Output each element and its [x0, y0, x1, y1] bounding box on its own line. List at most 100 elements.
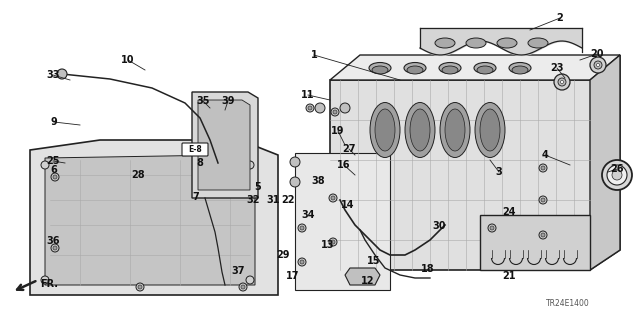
Text: 14: 14 — [341, 200, 355, 210]
Ellipse shape — [440, 102, 470, 158]
Text: 36: 36 — [46, 236, 60, 246]
Circle shape — [308, 106, 312, 110]
Circle shape — [596, 63, 600, 66]
Circle shape — [612, 170, 622, 180]
Text: 26: 26 — [611, 164, 624, 174]
Text: 22: 22 — [281, 195, 295, 205]
Text: 35: 35 — [196, 96, 210, 106]
Circle shape — [541, 233, 545, 237]
Ellipse shape — [435, 38, 455, 48]
Text: 17: 17 — [286, 271, 300, 281]
Text: 37: 37 — [231, 266, 244, 276]
Circle shape — [554, 74, 570, 90]
Circle shape — [539, 231, 547, 239]
Circle shape — [53, 246, 57, 250]
Ellipse shape — [375, 109, 395, 151]
Ellipse shape — [442, 66, 458, 74]
Text: 18: 18 — [421, 264, 435, 274]
Text: 30: 30 — [432, 221, 445, 231]
Circle shape — [246, 161, 254, 169]
Circle shape — [329, 238, 337, 246]
Circle shape — [306, 104, 314, 112]
Circle shape — [331, 108, 339, 116]
Text: 2: 2 — [557, 13, 563, 23]
Text: 23: 23 — [550, 63, 564, 73]
Circle shape — [239, 283, 247, 291]
Circle shape — [290, 177, 300, 187]
Ellipse shape — [372, 66, 388, 74]
Polygon shape — [45, 155, 255, 285]
Text: 4: 4 — [541, 150, 548, 160]
Ellipse shape — [369, 63, 391, 73]
Ellipse shape — [439, 63, 461, 73]
Ellipse shape — [404, 63, 426, 73]
Circle shape — [241, 285, 245, 289]
Ellipse shape — [497, 38, 517, 48]
Ellipse shape — [528, 38, 548, 48]
Text: 34: 34 — [301, 210, 315, 220]
Polygon shape — [345, 268, 380, 285]
Text: 27: 27 — [342, 144, 356, 154]
Ellipse shape — [480, 109, 500, 151]
Text: TR24E1400: TR24E1400 — [547, 299, 590, 308]
Ellipse shape — [477, 66, 493, 74]
Circle shape — [539, 164, 547, 172]
Text: 38: 38 — [311, 176, 325, 186]
Polygon shape — [192, 92, 258, 198]
Text: 6: 6 — [51, 165, 58, 175]
Circle shape — [602, 160, 632, 190]
Circle shape — [607, 165, 627, 185]
Polygon shape — [30, 140, 278, 295]
Text: 20: 20 — [590, 49, 604, 59]
Text: 39: 39 — [221, 96, 235, 106]
Circle shape — [490, 226, 494, 230]
Circle shape — [300, 260, 304, 264]
Circle shape — [53, 175, 57, 179]
Circle shape — [329, 194, 337, 202]
Text: E-8: E-8 — [188, 145, 202, 153]
Text: 12: 12 — [361, 276, 375, 286]
Ellipse shape — [405, 102, 435, 158]
Text: FR.: FR. — [40, 279, 58, 289]
Ellipse shape — [475, 102, 505, 158]
Circle shape — [51, 173, 59, 181]
Circle shape — [558, 78, 566, 86]
Ellipse shape — [410, 109, 430, 151]
Circle shape — [51, 244, 59, 252]
Ellipse shape — [512, 66, 528, 74]
Circle shape — [300, 226, 304, 230]
Circle shape — [138, 285, 142, 289]
Text: 25: 25 — [46, 156, 60, 166]
Circle shape — [561, 80, 563, 84]
Ellipse shape — [466, 38, 486, 48]
Polygon shape — [330, 55, 620, 270]
Polygon shape — [198, 100, 250, 190]
Circle shape — [333, 110, 337, 114]
Circle shape — [315, 103, 325, 113]
Circle shape — [340, 103, 350, 113]
Circle shape — [590, 57, 606, 73]
Text: 28: 28 — [131, 170, 145, 180]
Polygon shape — [330, 55, 620, 80]
Ellipse shape — [407, 66, 423, 74]
Text: 15: 15 — [367, 256, 381, 266]
Ellipse shape — [474, 63, 496, 73]
Text: 13: 13 — [321, 240, 335, 250]
Polygon shape — [590, 55, 620, 270]
Text: 10: 10 — [121, 55, 135, 65]
Circle shape — [57, 69, 67, 79]
Circle shape — [594, 61, 602, 69]
Circle shape — [488, 224, 496, 232]
Text: 8: 8 — [196, 158, 204, 168]
Circle shape — [41, 276, 49, 284]
Circle shape — [298, 224, 306, 232]
Circle shape — [331, 240, 335, 244]
Ellipse shape — [509, 63, 531, 73]
Ellipse shape — [370, 102, 400, 158]
Text: 31: 31 — [266, 195, 280, 205]
Circle shape — [136, 283, 144, 291]
Circle shape — [41, 161, 49, 169]
Text: 1: 1 — [310, 50, 317, 60]
Text: 11: 11 — [301, 90, 315, 100]
Text: 19: 19 — [332, 126, 345, 136]
